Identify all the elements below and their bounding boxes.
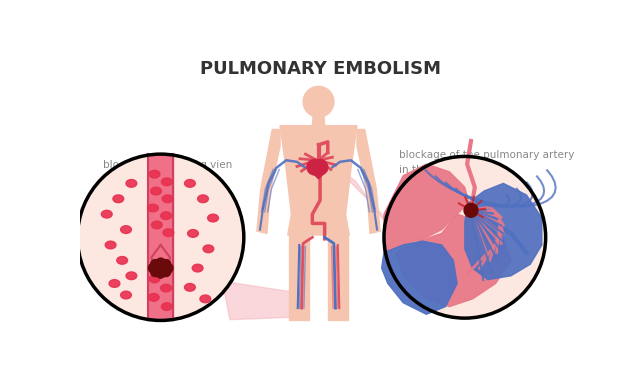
Ellipse shape: [163, 229, 174, 237]
Ellipse shape: [149, 170, 160, 178]
Circle shape: [151, 260, 160, 269]
Circle shape: [159, 261, 168, 270]
Ellipse shape: [149, 275, 160, 283]
Circle shape: [159, 266, 168, 275]
Circle shape: [312, 159, 328, 175]
Ellipse shape: [161, 284, 172, 292]
Polygon shape: [384, 164, 469, 253]
Circle shape: [162, 267, 171, 276]
Ellipse shape: [105, 241, 116, 249]
Ellipse shape: [192, 264, 203, 272]
Circle shape: [156, 258, 165, 267]
Ellipse shape: [198, 195, 208, 203]
Text: PULMONARY EMBOLISM: PULMONARY EMBOLISM: [200, 60, 441, 78]
Ellipse shape: [188, 230, 198, 237]
Ellipse shape: [185, 283, 195, 291]
Polygon shape: [257, 189, 270, 234]
Polygon shape: [465, 183, 542, 279]
Polygon shape: [222, 281, 297, 320]
Text: blockage of the pulmonary artery
in the lung: blockage of the pulmonary artery in the …: [399, 150, 575, 175]
Polygon shape: [367, 189, 380, 234]
Ellipse shape: [200, 295, 211, 303]
Text: blood clots from leg vien: blood clots from leg vien: [103, 159, 232, 169]
Ellipse shape: [208, 214, 218, 222]
Ellipse shape: [162, 266, 173, 273]
Polygon shape: [261, 129, 280, 193]
Circle shape: [78, 154, 244, 320]
Polygon shape: [280, 125, 357, 216]
Circle shape: [307, 159, 322, 175]
Polygon shape: [357, 129, 376, 193]
Ellipse shape: [126, 272, 137, 279]
Ellipse shape: [121, 226, 131, 234]
Circle shape: [151, 267, 160, 276]
Polygon shape: [396, 214, 511, 306]
Polygon shape: [289, 234, 309, 320]
Ellipse shape: [101, 210, 112, 218]
Circle shape: [156, 269, 165, 278]
Polygon shape: [382, 241, 457, 314]
Ellipse shape: [162, 303, 172, 310]
Circle shape: [162, 260, 171, 269]
Ellipse shape: [148, 204, 158, 212]
Polygon shape: [312, 116, 325, 125]
Circle shape: [148, 264, 158, 273]
Ellipse shape: [162, 195, 173, 203]
Ellipse shape: [162, 178, 172, 186]
Ellipse shape: [109, 279, 120, 287]
Circle shape: [153, 261, 162, 270]
Circle shape: [153, 266, 162, 275]
Ellipse shape: [148, 293, 159, 301]
Ellipse shape: [161, 212, 172, 220]
Ellipse shape: [203, 245, 214, 253]
Circle shape: [464, 203, 478, 217]
Ellipse shape: [117, 257, 128, 264]
Polygon shape: [309, 169, 328, 179]
Polygon shape: [328, 234, 348, 320]
Ellipse shape: [113, 195, 124, 203]
Circle shape: [156, 264, 165, 273]
Circle shape: [384, 156, 546, 318]
Ellipse shape: [185, 179, 195, 187]
Circle shape: [303, 86, 334, 117]
Ellipse shape: [151, 187, 162, 195]
Polygon shape: [330, 162, 394, 235]
Circle shape: [384, 156, 546, 318]
Polygon shape: [288, 214, 349, 235]
Circle shape: [78, 154, 244, 320]
Ellipse shape: [126, 179, 137, 187]
Circle shape: [164, 264, 173, 273]
Polygon shape: [148, 154, 173, 320]
Ellipse shape: [151, 221, 162, 229]
Ellipse shape: [121, 291, 131, 299]
